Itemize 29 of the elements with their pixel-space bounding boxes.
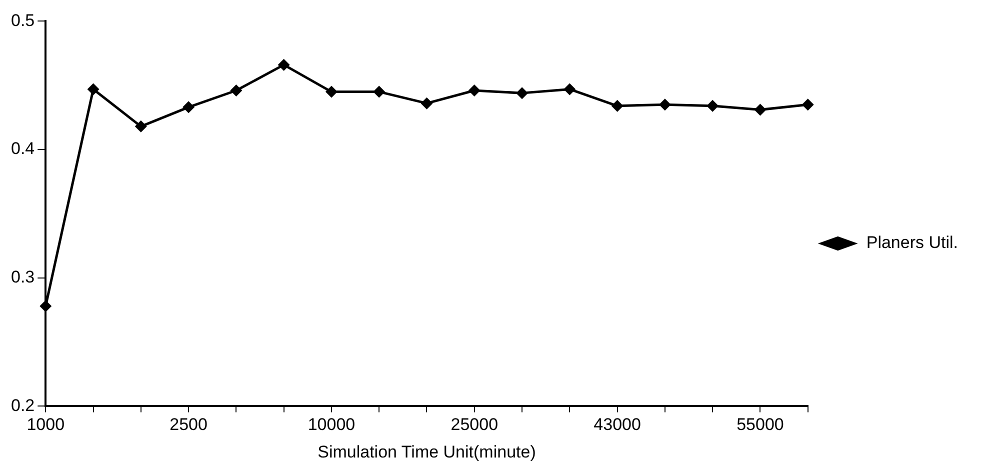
x-tick-label: 55000 xyxy=(736,415,784,434)
point xyxy=(564,83,576,96)
y-tick-label: 0.5 xyxy=(10,10,35,30)
point xyxy=(182,101,195,114)
point xyxy=(754,104,766,116)
point xyxy=(325,86,338,98)
x-tick-label: 43000 xyxy=(594,415,641,434)
point xyxy=(516,87,528,100)
point xyxy=(87,83,100,96)
y-tick-label: 0.3 xyxy=(10,268,35,287)
y-tick-label: 0.2 xyxy=(10,396,35,415)
point xyxy=(40,300,52,312)
point xyxy=(373,86,386,98)
point xyxy=(420,97,433,110)
point xyxy=(468,84,480,96)
y-tick-label: 0.4 xyxy=(10,139,35,158)
x-tick-label: 25000 xyxy=(450,415,498,434)
legend-label: Planers Util. xyxy=(866,233,958,252)
x-tick-label: 1000 xyxy=(26,415,65,434)
point xyxy=(802,98,814,111)
point xyxy=(134,120,147,132)
point xyxy=(611,100,624,112)
point xyxy=(658,98,671,111)
x-tick-label: 10000 xyxy=(308,415,356,434)
point xyxy=(230,84,242,96)
point xyxy=(278,58,290,71)
x-axis-title: Simulation Time Unit(minute) xyxy=(318,442,536,462)
point xyxy=(706,100,719,112)
x-tick-label: 2500 xyxy=(170,415,208,434)
